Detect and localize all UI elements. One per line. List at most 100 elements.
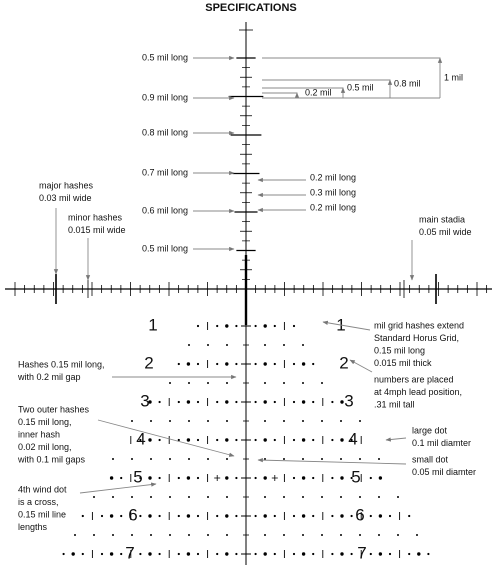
small-dot	[216, 514, 219, 518]
hash-label: 0.5 mil long	[142, 243, 188, 253]
small-dot	[273, 400, 276, 404]
row-number: 7	[357, 543, 366, 562]
large-dot	[378, 476, 383, 480]
note-text: 0.015 mil wide	[68, 225, 126, 235]
small-dot	[100, 514, 104, 518]
row-number: 2	[144, 353, 153, 372]
small-dot	[169, 534, 171, 536]
row-number: 3	[140, 391, 149, 410]
row-number: 6	[355, 505, 364, 524]
subtension-label: 0.2 mil	[305, 87, 332, 97]
small-dot	[177, 514, 180, 518]
large-dot	[225, 362, 229, 366]
large-dot	[417, 552, 421, 556]
small-dot	[369, 476, 372, 480]
small-dot	[283, 420, 285, 422]
small-dot	[359, 420, 361, 422]
large-dot	[301, 552, 306, 556]
small-dot	[359, 534, 361, 536]
small-dot	[81, 514, 84, 518]
small-dot	[216, 324, 219, 328]
small-dot	[226, 496, 228, 498]
row-number: 5	[133, 467, 142, 486]
large-dot	[148, 400, 152, 404]
small-dot	[74, 534, 76, 536]
large-dot	[71, 552, 75, 556]
small-dot	[312, 476, 315, 480]
small-dot	[331, 514, 334, 518]
small-dot	[264, 344, 266, 346]
large-dot	[225, 324, 229, 328]
arrow	[97, 419, 235, 457]
small-dot	[207, 534, 209, 536]
small-dot	[312, 552, 315, 556]
small-dot	[254, 362, 257, 366]
large-dot	[263, 476, 267, 480]
small-dot	[350, 514, 353, 518]
small-dot	[81, 552, 84, 556]
small-hash-label: 0.2 mil long	[310, 202, 356, 212]
large-dot	[340, 400, 344, 404]
small-dot	[196, 476, 200, 480]
small-dot	[321, 420, 323, 422]
small-dot	[273, 362, 276, 366]
small-dot	[216, 438, 219, 442]
small-dot	[207, 420, 209, 422]
small-dot	[292, 400, 296, 404]
note-text: 0.02 mil long,	[18, 442, 72, 452]
small-dot	[273, 552, 276, 556]
row-number: 6	[128, 505, 137, 524]
small-dot	[150, 534, 152, 536]
small-dot	[207, 344, 209, 346]
small-dot	[112, 534, 114, 536]
large-dot	[148, 514, 152, 518]
large-dot	[186, 400, 191, 404]
small-dot	[264, 382, 266, 384]
small-dot	[321, 458, 323, 460]
small-dot	[120, 514, 123, 518]
small-dot	[139, 476, 142, 480]
row-number: 3	[344, 391, 353, 410]
small-dot	[196, 514, 200, 518]
small-dot	[226, 458, 228, 460]
small-dot	[264, 496, 266, 498]
small-dot	[312, 438, 315, 442]
note-text: numbers are placed	[374, 374, 454, 384]
small-dot	[369, 514, 372, 518]
hash-label: 0.8 mil long	[142, 127, 188, 137]
subtension-label: 1 mil	[444, 72, 463, 82]
subtension-label: 0.8 mil	[394, 78, 421, 88]
row-number: 5	[351, 467, 360, 486]
note-text: 0.05 mil diamter	[412, 467, 476, 477]
note-text: 0.05 mil wide	[419, 227, 472, 237]
title: SPECIFICATIONS	[205, 2, 296, 14]
large-dot	[340, 476, 344, 480]
small-dot	[120, 552, 123, 556]
small-dot	[150, 496, 152, 498]
small-dot	[340, 420, 342, 422]
small-dot	[292, 552, 296, 556]
small-dot	[188, 382, 190, 384]
small-dot	[196, 324, 200, 328]
small-dot	[196, 400, 200, 404]
hash-label: 0.9 mil long	[142, 92, 188, 102]
small-dot	[302, 382, 304, 384]
small-dot	[235, 400, 238, 404]
small-dot	[321, 382, 323, 384]
small-dot	[273, 514, 276, 518]
note-text: .31 mil tall	[374, 399, 415, 409]
small-dot	[112, 496, 114, 498]
small-dot	[226, 344, 228, 346]
small-dot	[331, 476, 334, 480]
small-dot	[150, 458, 152, 460]
note-text: with 0.2 mil gap	[17, 372, 81, 382]
arrow	[385, 437, 407, 442]
small-dot	[150, 420, 152, 422]
large-dot	[378, 514, 383, 518]
small-dot	[397, 534, 399, 536]
small-dot	[131, 458, 133, 460]
small-dot	[302, 458, 304, 460]
small-dot	[158, 514, 161, 518]
note-text: mil grid hashes extend	[374, 320, 464, 330]
